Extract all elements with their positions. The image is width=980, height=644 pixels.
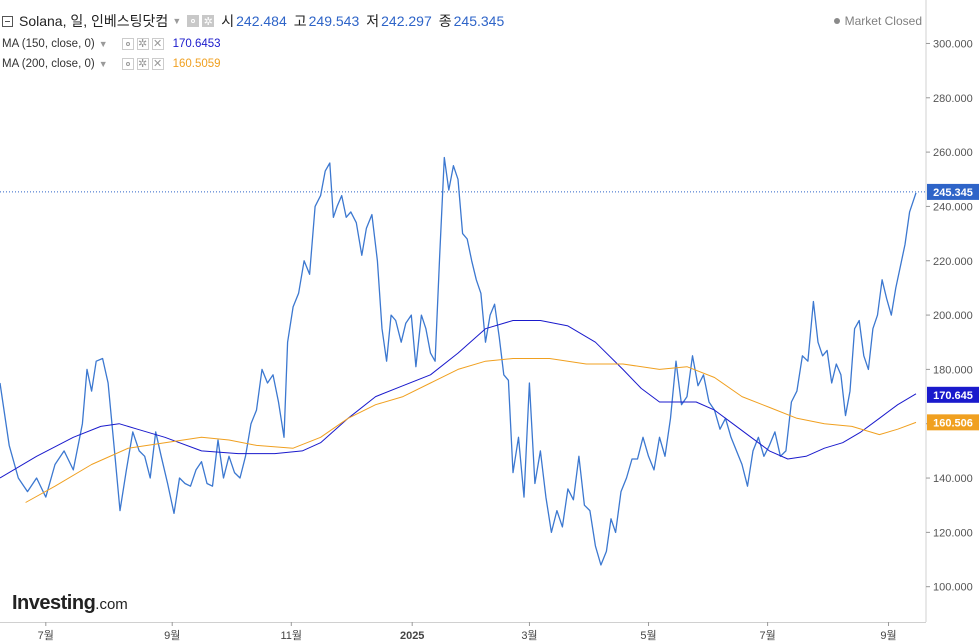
close-value: 245.345 <box>453 13 505 29</box>
high-label: 고 <box>293 13 307 29</box>
chart-title: Solana, 일, 인베스팅닷컴 <box>19 13 169 29</box>
y-tick-label: 260.000 <box>933 147 973 159</box>
y-tick-label: 200.000 <box>933 310 973 322</box>
ma200-close-icon[interactable]: ✕ <box>151 58 164 70</box>
ma200-value: 160.5059 <box>172 58 221 70</box>
collapse-icon[interactable] <box>2 15 13 27</box>
x-tick-label: 3월 <box>521 629 537 642</box>
ma150-label: MA (150, close, 0) <box>2 38 95 50</box>
last-price-badge-label: 245.345 <box>933 187 973 199</box>
open-value: 242.484 <box>236 13 287 29</box>
x-tick-label: 2025 <box>400 630 424 642</box>
ma150-close-icon[interactable]: ✕ <box>151 38 164 50</box>
ma150-badge-label: 170.645 <box>933 390 973 402</box>
visibility-eye-icon[interactable] <box>187 15 200 27</box>
ma150-dropdown-icon[interactable]: ▼ <box>98 39 108 49</box>
ma200-settings-icon[interactable]: ✲ <box>136 58 149 70</box>
last-price-badge-bg <box>927 183 979 200</box>
status-dot-icon <box>833 18 840 24</box>
settings-gear-icon[interactable]: ✲ <box>202 15 215 28</box>
y-tick-label: 180.000 <box>933 364 973 376</box>
x-tick-label: 9월 <box>164 629 180 642</box>
ma150-value: 170.6453 <box>172 38 221 50</box>
x-tick-label: 9월 <box>880 629 896 642</box>
price-line <box>0 156 917 566</box>
ma150-eye-icon[interactable] <box>121 38 134 50</box>
open-label: 시 <box>221 13 235 29</box>
title-dropdown-icon[interactable]: ▼ <box>172 16 182 26</box>
y-tick-label: 300.000 <box>933 38 973 50</box>
ma150-line <box>0 320 917 479</box>
low-value: 242.297 <box>381 13 432 29</box>
investing-logo: Investing.com <box>12 592 128 615</box>
low-label: 저 <box>366 13 380 29</box>
plot-layer <box>0 156 926 566</box>
ma150-legend: MA (150, close, 0) ▼ ✲ ✕ 170.6453 <box>2 35 221 53</box>
logo-suffix: .com <box>95 596 128 613</box>
ma200-label: MA (200, close, 0) <box>2 58 95 70</box>
close-label: 종 <box>438 13 452 29</box>
ma200-eye-icon[interactable] <box>121 58 134 70</box>
ma200-legend: MA (200, close, 0) ▼ ✲ ✕ 160.5059 <box>2 55 221 73</box>
x-tick-label: 7월 <box>38 629 54 642</box>
ma150-settings-icon[interactable]: ✲ <box>136 38 149 50</box>
x-tick-label: 7월 <box>759 629 775 642</box>
logo-name: Investing <box>12 592 96 614</box>
ma200-dropdown-icon[interactable]: ▼ <box>98 59 108 69</box>
y-tick-label: 140.000 <box>933 473 973 485</box>
y-tick-label: 280.000 <box>933 93 973 105</box>
y-tick-label: 220.000 <box>933 256 973 268</box>
x-tick-label: 11월 <box>281 629 303 642</box>
chart-header: Solana, 일, 인베스팅닷컴 ▼ ✲ 시 242.484 고 249.54… <box>2 12 504 30</box>
market-status: Market Closed <box>833 14 922 28</box>
ma200-badge-label: 160.506 <box>933 417 973 429</box>
ma200-badge-bg <box>927 414 979 431</box>
x-tick-label: 5월 <box>640 629 656 642</box>
y-tick-label: 120.000 <box>933 527 973 539</box>
y-tick-label: 240.000 <box>933 201 973 213</box>
market-status-text: Market Closed <box>844 14 922 28</box>
ma200-line <box>25 358 917 503</box>
y-tick-label: 100.000 <box>933 582 973 594</box>
high-value: 249.543 <box>308 13 360 29</box>
ma150-badge-bg <box>927 386 979 403</box>
